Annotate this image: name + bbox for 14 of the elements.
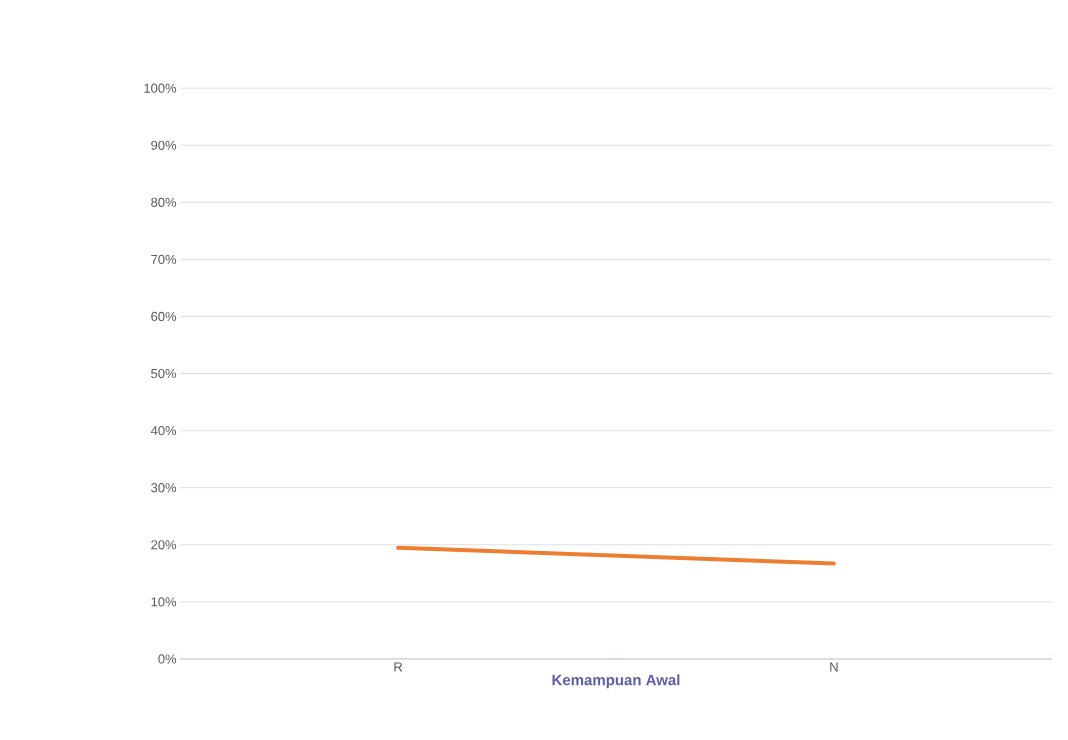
y-tick-label: 20% [151, 540, 177, 550]
x-tick-label: N [830, 662, 838, 672]
x-axis-title: Kemampuan Awal [552, 674, 680, 689]
y-tick-label: 100% [144, 83, 177, 93]
y-tick-label: 0% [158, 654, 177, 664]
y-tick-label: 70% [151, 254, 177, 264]
x-tick-label: R [394, 662, 403, 672]
y-tick-label: 80% [151, 197, 177, 207]
y-tick-label: 60% [151, 311, 177, 322]
y-tick-label: 50% [151, 368, 177, 379]
y-tick-label: 90% [151, 140, 177, 150]
y-tick-label: 10% [151, 597, 177, 607]
y-tick-label: 30% [151, 483, 177, 493]
y-tick-label: 40% [150, 425, 177, 436]
